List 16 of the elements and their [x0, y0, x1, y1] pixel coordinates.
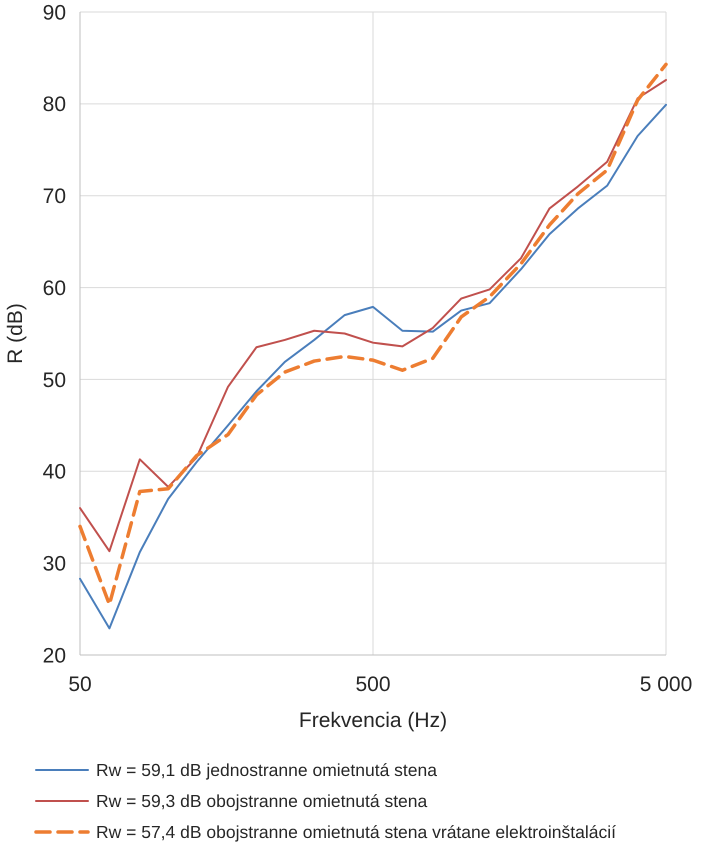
y-tick-label: 20: [42, 644, 66, 668]
x-tick-label: 500: [355, 673, 391, 696]
y-tick-label: 80: [42, 93, 66, 116]
y-tick-label: 60: [42, 276, 66, 300]
legend-label: Rw = 57,4 dB obojstranne omietnutá stena vrátane elektroinštalácií: [96, 822, 616, 842]
x-tick-label: 50: [68, 673, 92, 696]
y-tick-label: 70: [42, 185, 66, 208]
y-tick-label: 40: [42, 460, 66, 484]
y-axis-title: R (dB): [4, 303, 27, 364]
x-axis-title: Frekvencia (Hz): [298, 709, 448, 732]
y-tick-label: 50: [42, 368, 66, 392]
legend-label: Rw = 59,1 dB jednostranne omietnutá stena: [96, 760, 438, 780]
y-tick-label: 30: [42, 552, 66, 576]
x-tick-label: 5 000: [640, 673, 692, 696]
y-tick-label: 90: [42, 1, 66, 24]
legend-label: Rw = 59,3 dB obojstranne omietnutá stena: [96, 791, 428, 812]
